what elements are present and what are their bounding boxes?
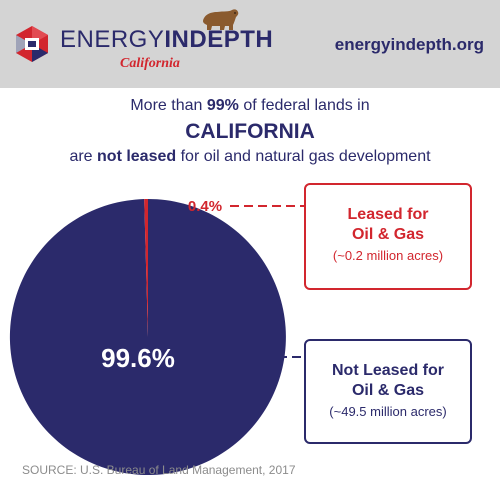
headline-line-1-post: of federal lands in <box>243 97 370 114</box>
header-banner: ENERGYINDEPTH California energyindepth.o… <box>0 0 500 88</box>
brand-logo-state: California <box>120 56 180 71</box>
headline-line-1-pre: More than <box>130 97 203 114</box>
brand-logo-text-bold: INDEPTH <box>164 26 274 53</box>
headline-line-3-post: for oil and natural gas development <box>180 148 431 165</box>
callout-leased-title-1: Leased for <box>347 206 429 223</box>
headline-line-3-bold: not leased <box>97 148 177 165</box>
pie-slice-not-leased <box>9 199 286 475</box>
brand-logo-text-light: ENERGY <box>60 26 165 53</box>
california-bear-icon <box>203 9 239 30</box>
callout-leased-title-2: Oil & Gas <box>351 226 425 243</box>
callout-not-leased-title-2: Oil & Gas <box>351 382 425 399</box>
pie-slice-leased <box>144 198 148 337</box>
callout-not-leased: Not Leased for Oil & Gas (~49.5 million … <box>304 339 472 444</box>
callout-leased-acres: (~0.2 million acres) <box>332 248 444 263</box>
headline-line-2: CALIFORNIA <box>185 120 315 143</box>
headline-line-1: More than 99% of federal lands in <box>0 97 500 115</box>
callout-not-leased-title-1: Not Leased for <box>331 362 444 379</box>
source-note: SOURCE: U.S. Bureau of Land Management, … <box>22 463 296 477</box>
brand-logo-text: ENERGYINDEPTH <box>60 26 273 54</box>
site-url[interactable]: energyindepth.org <box>334 35 484 54</box>
headline-line-1-bold: 99% <box>206 97 239 114</box>
callout-not-leased-acres: (~49.5 million acres) <box>329 404 447 419</box>
callout-leased: Leased for Oil & Gas (~0.2 million acres… <box>304 183 472 290</box>
logo-mark-icon <box>16 26 48 62</box>
pie-label-not-leased: 99.6% <box>101 343 175 373</box>
pie-label-leased: 0.4% <box>188 198 222 215</box>
headline-line-3-pre: are <box>69 148 93 165</box>
headline-line-3: are not leased for oil and natural gas d… <box>0 148 500 166</box>
